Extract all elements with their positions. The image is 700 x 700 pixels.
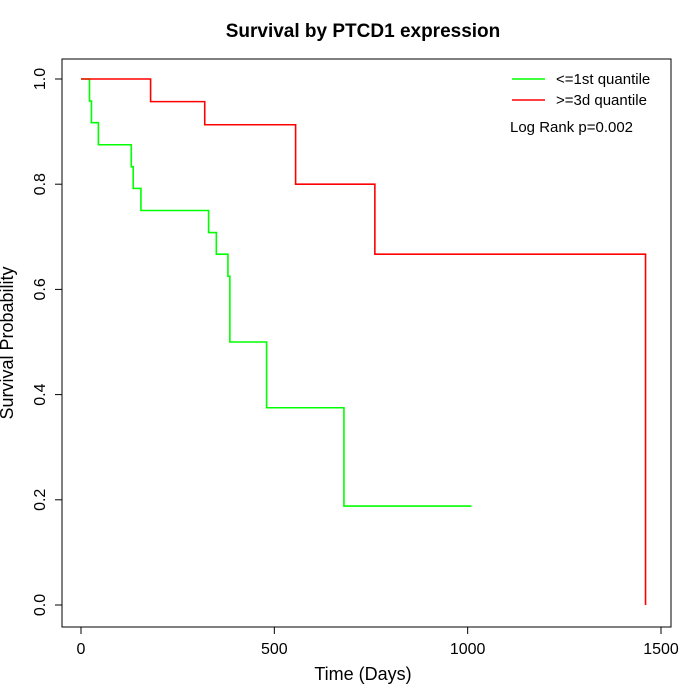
x-tick-label: 1500	[643, 641, 679, 658]
y-axis-label: Survival Probability	[0, 266, 17, 419]
axes: 0 500 1000 1500 0.0 0.2 0.4 0.6 0.8 1.0	[32, 68, 679, 658]
y-tick-label: 0.2	[32, 489, 49, 511]
y-tick-label: 0.8	[32, 173, 49, 195]
chart-title: Survival by PTCD1 expression	[226, 21, 501, 42]
legend-label-low: <=1st quantile	[556, 71, 650, 88]
x-tick-label: 0	[77, 641, 86, 658]
plot-frame	[61, 58, 672, 628]
series-line-1	[81, 78, 647, 605]
y-tick-label: 1.0	[32, 68, 49, 90]
log-rank-annotation: Log Rank p=0.002	[510, 119, 633, 136]
y-tick-label: 0.6	[32, 278, 49, 300]
series-layer	[81, 78, 647, 605]
x-tick-label: 500	[261, 641, 288, 658]
legend: <=1st quantile >=3d quantile	[512, 71, 650, 109]
legend-label-high: >=3d quantile	[556, 92, 647, 109]
x-axis-label: Time (Days)	[314, 664, 411, 684]
y-tick-label: 0.0	[32, 594, 49, 616]
x-tick-label: 1000	[450, 641, 486, 658]
y-tick-label: 0.4	[32, 383, 49, 405]
series-line-0	[81, 78, 472, 507]
